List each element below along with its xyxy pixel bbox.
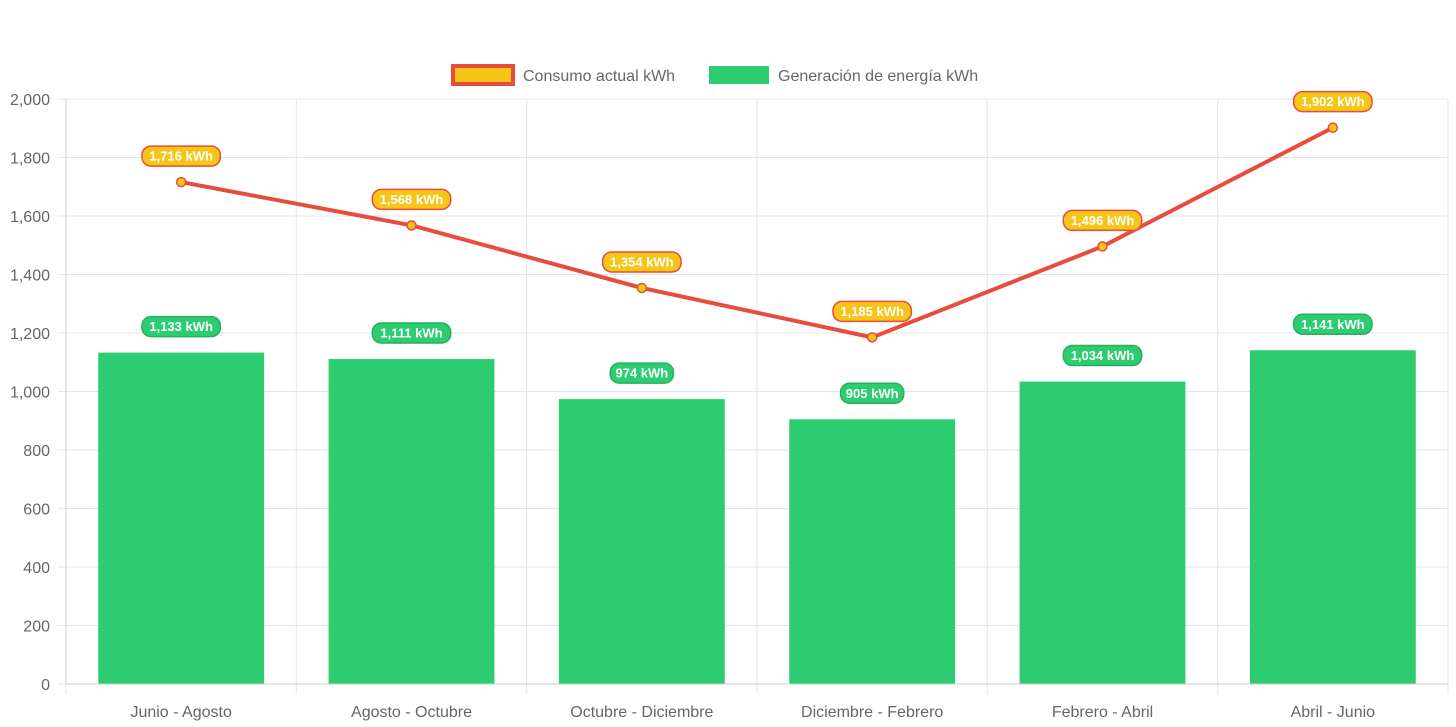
bar[interactable] bbox=[558, 399, 725, 684]
bar-data-label: 905 kWh bbox=[839, 382, 905, 405]
line-data-label-text: 1,902 kWh bbox=[1301, 94, 1365, 109]
line-data-label-text: 1,716 kWh bbox=[149, 149, 213, 164]
line-data-label-text: 1,496 kWh bbox=[1071, 213, 1135, 228]
bar-series bbox=[98, 350, 1416, 684]
bar-data-label-text: 1,133 kWh bbox=[149, 319, 213, 334]
legend-item-generacion[interactable]: Generación de energía kWh bbox=[709, 66, 978, 85]
bar[interactable] bbox=[1249, 350, 1416, 684]
line-data-label: 1,496 kWh bbox=[1062, 209, 1143, 232]
bar-data-label-text: 905 kWh bbox=[846, 386, 899, 401]
line-data-label: 1,185 kWh bbox=[832, 300, 913, 323]
legend-swatch bbox=[451, 64, 515, 86]
data-labels: 1,133 kWh 1,111 kWh 974 kWh 905 kWh 1,034 kW… bbox=[141, 90, 1373, 405]
y-tick-label: 200 bbox=[23, 619, 50, 636]
bar[interactable] bbox=[789, 419, 956, 684]
bar-data-label-box bbox=[1292, 313, 1373, 336]
y-tick-label: 800 bbox=[23, 443, 50, 460]
x-tick-label: Febrero - Abril bbox=[1052, 704, 1153, 721]
line-point[interactable] bbox=[175, 176, 187, 188]
line-data-label-text: 1,185 kWh bbox=[840, 304, 904, 319]
legend-swatch bbox=[709, 66, 769, 84]
legend-label: Generación de energía kWh bbox=[778, 68, 978, 85]
bar-data-label-text: 1,034 kWh bbox=[1071, 348, 1135, 363]
line-data-label-text: 1,354 kWh bbox=[610, 254, 674, 269]
line-point[interactable] bbox=[636, 282, 648, 294]
bar-data-label-box bbox=[141, 315, 222, 338]
x-tick-label: Octubre - Diciembre bbox=[570, 704, 713, 721]
bar-data-label-box bbox=[371, 322, 452, 344]
x-tick-label: Junio - Agosto bbox=[130, 704, 232, 721]
y-tick-label: 1,200 bbox=[10, 326, 50, 343]
line-data-label: 1,902 kWh bbox=[1292, 90, 1373, 113]
line-data-label: 1,716 kWh bbox=[141, 145, 222, 167]
bar[interactable] bbox=[328, 359, 495, 684]
y-tick-label: 600 bbox=[23, 502, 50, 519]
bar[interactable] bbox=[1019, 381, 1186, 684]
axes: 0 200 400 600 800 1,000 1,200 1,400 1,600 1,800 2,… bbox=[10, 92, 1448, 721]
bar-data-label: 1,111 kWh bbox=[371, 322, 452, 344]
line-point[interactable] bbox=[1097, 241, 1108, 252]
line-point[interactable] bbox=[866, 332, 878, 343]
y-tick-label: 0 bbox=[41, 677, 50, 694]
bar-data-label: 1,034 kWh bbox=[1062, 344, 1143, 367]
y-tick-label: 1,000 bbox=[10, 385, 50, 402]
line-point[interactable] bbox=[1327, 122, 1339, 133]
bar-data-label-text: 1,111 kWh bbox=[380, 326, 442, 341]
line-data-label: 1,354 kWh bbox=[601, 251, 682, 273]
y-tick-label: 1,800 bbox=[10, 151, 50, 168]
line-point[interactable] bbox=[406, 220, 417, 231]
grid bbox=[58, 98, 1449, 694]
line-data-label: 1,568 kWh bbox=[371, 188, 452, 211]
legend-label: Consumo actual kWh bbox=[523, 68, 675, 85]
legend-item-consumo[interactable]: Consumo actual kWh bbox=[451, 64, 675, 86]
line-data-label-text: 1,568 kWh bbox=[380, 192, 444, 207]
x-tick-label: Abril - Junio bbox=[1291, 704, 1376, 721]
legend[interactable]: Consumo actual kWh Generación de energía … bbox=[451, 64, 978, 86]
line-data-label-box bbox=[832, 300, 913, 323]
bar-data-label: 1,141 kWh bbox=[1292, 313, 1373, 336]
y-tick-label: 400 bbox=[23, 560, 50, 577]
line-data-label-box bbox=[601, 251, 682, 273]
bar-data-label: 974 kWh bbox=[609, 362, 675, 384]
x-tick-label: Diciembre - Febrero bbox=[801, 704, 943, 721]
y-tick-label: 1,400 bbox=[10, 268, 50, 285]
bar-data-label-box bbox=[1062, 344, 1143, 367]
line-data-label-box bbox=[141, 145, 222, 167]
bar-data-label-box bbox=[609, 362, 675, 384]
line-data-label-box bbox=[371, 188, 452, 211]
x-tick-label: Agosto - Octubre bbox=[351, 704, 472, 721]
bar-data-label-text: 974 kWh bbox=[615, 366, 668, 381]
bar[interactable] bbox=[98, 352, 265, 684]
y-tick-label: 2,000 bbox=[10, 92, 50, 109]
bar-data-label-text: 1,141 kWh bbox=[1301, 317, 1365, 332]
line-data-label-box bbox=[1292, 90, 1373, 113]
bar-data-label: 1,133 kWh bbox=[141, 315, 222, 338]
y-tick-label: 1,600 bbox=[10, 209, 50, 226]
line-data-label-box bbox=[1062, 209, 1143, 232]
bar-data-label-box bbox=[839, 382, 905, 405]
